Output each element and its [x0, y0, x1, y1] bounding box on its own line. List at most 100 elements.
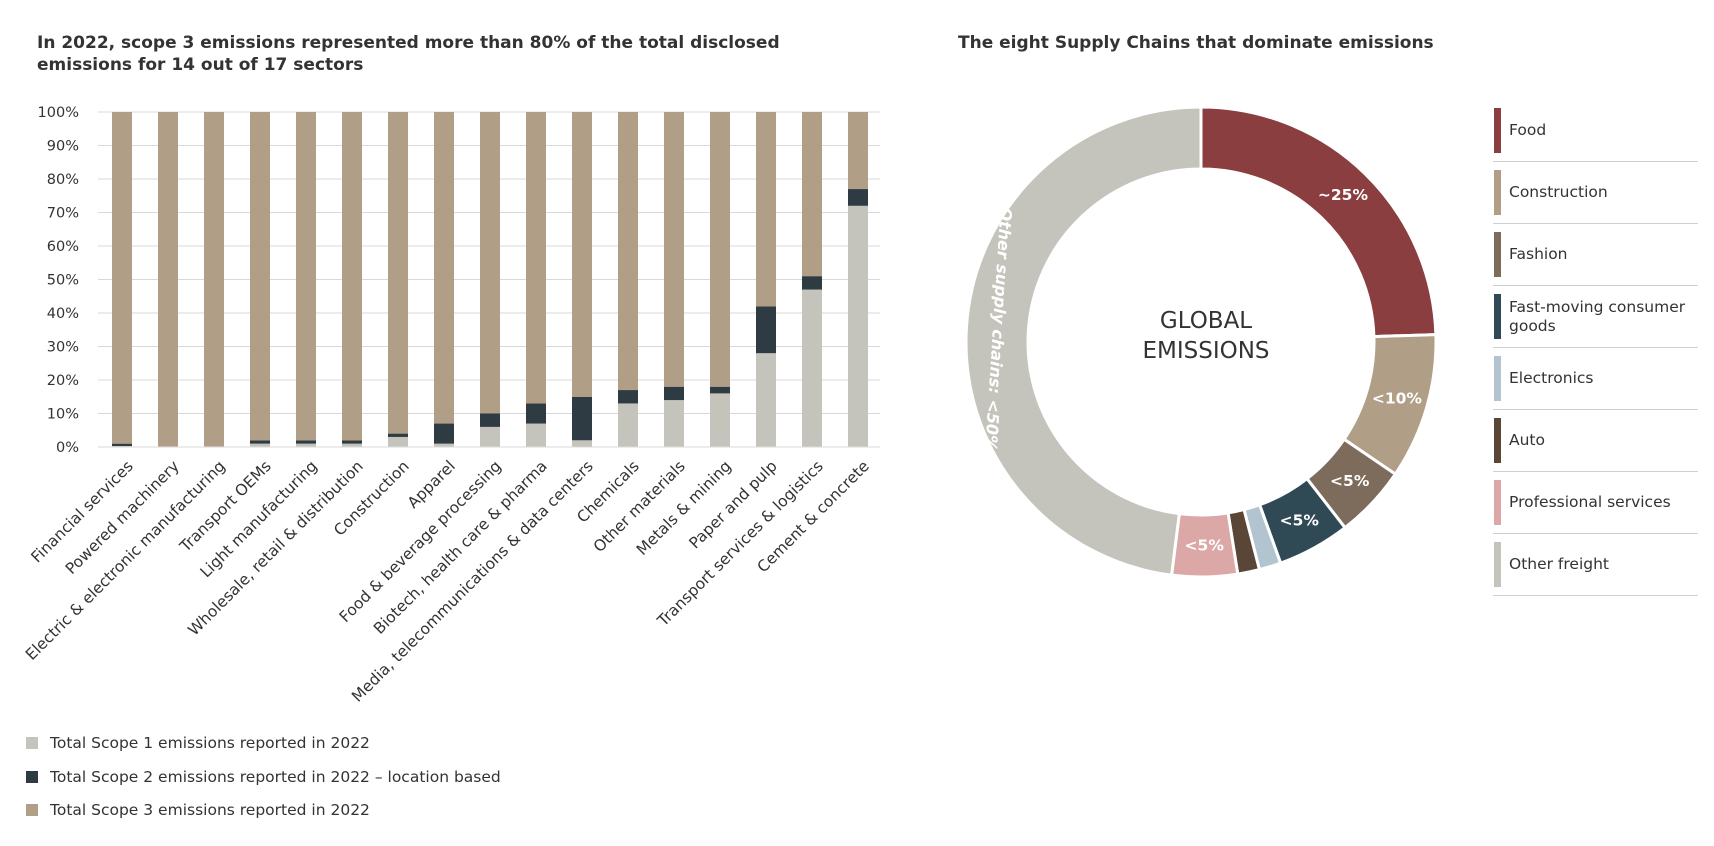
y-tick-label: 50%	[47, 273, 79, 289]
bar-segment-scope2	[756, 306, 776, 354]
bar-segment-scope1	[250, 443, 270, 447]
donut-slice	[964, 105, 1203, 577]
donut-chart: ~25%<10%<5%<5%<5%Other supply chains: <5…	[964, 105, 1438, 590]
stacked-bar-chart: 0%10%20%30%40%50%60%70%80%90%100%Financi…	[22, 105, 880, 705]
bar-segment-scope1	[572, 440, 592, 447]
center-label-line-2: EMISSIONS	[1142, 338, 1269, 364]
bar-segment-scope2	[480, 413, 500, 427]
center-label-line-1: GLOBAL	[1160, 308, 1252, 334]
legend-label-electronics: Electronics	[1509, 369, 1594, 387]
donut-slice	[1199, 105, 1438, 339]
y-tick-label: 90%	[47, 139, 79, 155]
legend-item-professional-services: Professional services	[1493, 472, 1698, 534]
bar-segment-scope3	[388, 112, 408, 434]
legend-item-food: Food	[1493, 100, 1698, 162]
legend-item-fashion: Fashion	[1493, 224, 1698, 286]
bar-segment-scope1	[710, 393, 730, 447]
bar-segment-scope1	[664, 400, 684, 447]
bar-segment-scope1	[480, 426, 500, 447]
legend-swatch-scope2	[26, 770, 38, 783]
bar-segment-scope2	[618, 390, 638, 404]
bar-segment-scope1	[434, 443, 454, 447]
bar-segment-scope3	[158, 112, 178, 447]
slice-external-label: <2%	[1249, 589, 1289, 590]
bar-segment-scope1	[112, 445, 132, 447]
legend-color-bar	[1494, 232, 1501, 277]
legend-label-scope3: Total Scope 3 emissions reported in 2022	[50, 801, 370, 819]
bar-segment-scope3	[434, 112, 454, 424]
legend-item-fmcg: Fast-moving consumer goods	[1493, 286, 1698, 348]
slice-label: <5%	[1280, 511, 1320, 529]
y-tick-label: 10%	[47, 407, 79, 423]
legend-item-scope3: Total Scope 3 emissions reported in 2022	[26, 800, 501, 820]
legend-label-scope1: Total Scope 1 emissions reported in 2022	[50, 734, 370, 752]
bar-segment-scope1	[756, 353, 776, 447]
bar-segment-scope1	[526, 423, 546, 447]
legend-color-bar	[1494, 108, 1501, 153]
slice-label: <10%	[1372, 389, 1423, 407]
bar-segment-scope3	[802, 112, 822, 277]
slice-label: <5%	[1330, 472, 1370, 490]
legend-swatch-scope1	[26, 737, 38, 749]
bar-segment-scope3	[710, 112, 730, 387]
legend-color-bar	[1494, 418, 1501, 463]
legend-label-construction: Construction	[1509, 183, 1608, 201]
bar-segment-scope2	[388, 433, 408, 437]
bar-segment-scope2	[572, 396, 592, 441]
y-tick-label: 0%	[56, 440, 79, 456]
bar-segment-scope1	[296, 443, 316, 447]
legend-color-bar	[1494, 356, 1501, 401]
legend-item-electronics: Electronics	[1493, 348, 1698, 410]
legend-color-bar	[1494, 170, 1501, 215]
legend-label-other-freight: Other freight	[1509, 555, 1610, 573]
bar-segment-scope2	[710, 386, 730, 394]
bar-segment-scope2	[526, 403, 546, 424]
bar-segment-scope3	[618, 112, 638, 391]
legend-item-auto: Auto	[1493, 410, 1698, 472]
legend-color-bar	[1494, 480, 1501, 525]
legend-label-food: Food	[1509, 121, 1547, 139]
slice-label: <5%	[1185, 536, 1225, 554]
left-chart-title: In 2022, scope 3 emissions represented m…	[37, 33, 780, 75]
donut-legend: Food Construction Fashion Fast-moving co…	[1493, 100, 1698, 596]
bar-segment-scope3	[664, 112, 684, 387]
bar-segment-scope2	[112, 443, 132, 446]
legend-item-scope2: Total Scope 2 emissions reported in 2022…	[26, 767, 501, 787]
bar-segment-scope2	[802, 276, 822, 290]
y-tick-label: 80%	[47, 172, 79, 188]
bar-segment-scope1	[618, 403, 638, 447]
legend-color-bar	[1494, 294, 1501, 339]
y-tick-label: 70%	[47, 206, 79, 222]
bar-segment-scope3	[848, 112, 868, 190]
bar-segment-scope2	[250, 440, 270, 444]
legend-swatch-scope3	[26, 804, 38, 816]
bar-segment-scope2	[848, 189, 868, 206]
bar-chart-legend: Total Scope 1 emissions reported in 2022…	[26, 733, 501, 834]
legend-label-auto: Auto	[1509, 431, 1545, 449]
legend-item-scope1: Total Scope 1 emissions reported in 2022	[26, 733, 501, 753]
bar-segment-scope3	[756, 112, 776, 307]
y-tick-label: 20%	[47, 373, 79, 389]
slice-label: ~25%	[1318, 186, 1369, 204]
legend-label-fashion: Fashion	[1509, 245, 1568, 263]
bar-segment-scope2	[434, 423, 454, 444]
bar-segment-scope3	[342, 112, 362, 441]
y-tick-label: 30%	[47, 340, 79, 356]
legend-item-other-freight: Other freight	[1493, 534, 1698, 596]
right-chart-title: The eight Supply Chains that dominate em…	[958, 33, 1434, 53]
legend-label-professional-services: Professional services	[1509, 493, 1671, 511]
bar-segment-scope2	[664, 386, 684, 401]
bar-segment-scope1	[388, 436, 408, 447]
bar-segment-scope3	[204, 112, 224, 447]
legend-label-scope2: Total Scope 2 emissions reported in 2022…	[50, 767, 501, 786]
legend-item-construction: Construction	[1493, 162, 1698, 224]
x-tick-label: Transport services & logistics	[653, 457, 826, 630]
y-tick-label: 40%	[47, 306, 79, 322]
bar-segment-scope3	[480, 112, 500, 414]
bar-segment-scope3	[526, 112, 546, 404]
bar-segment-scope1	[342, 443, 362, 447]
legend-label-fmcg: Fast-moving consumer goods	[1509, 297, 1686, 335]
y-tick-label: 60%	[47, 239, 79, 255]
bar-segment-scope3	[572, 112, 592, 397]
bar-segment-scope2	[296, 440, 316, 444]
